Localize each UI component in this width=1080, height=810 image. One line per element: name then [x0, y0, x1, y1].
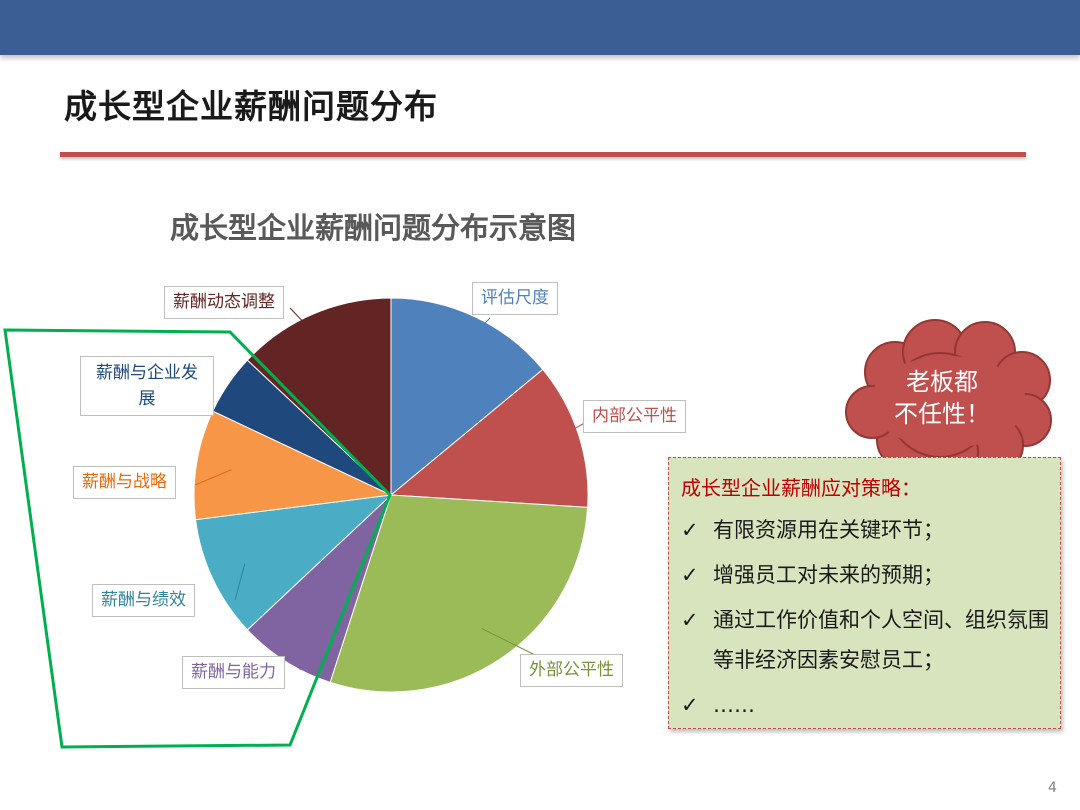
- leader-line: [234, 563, 246, 601]
- highlight-outline: [3, 328, 392, 749]
- pie-slice: [194, 494, 393, 631]
- label-dynamic-adjustment: 薪酬动态调整: [164, 286, 284, 319]
- page-number: 4: [1048, 780, 1057, 796]
- cloud-line-1: 老板都: [906, 368, 978, 396]
- strategy-item-text: 通过工作价值和个人空间、组织氛围等非经济因素安慰员工；: [713, 608, 1049, 672]
- list-item: ✓ 通过工作价值和个人空间、组织氛围等非经济因素安慰员工；: [681, 600, 1053, 680]
- leader-line: [289, 307, 328, 348]
- strategy-box: 成长型企业薪酬应对策略： ✓ 有限资源用在关键环节； ✓ 增强员工对未来的预期；…: [668, 457, 1061, 729]
- strategy-item-text: 增强员工对未来的预期；: [713, 563, 944, 587]
- label-pay-and-development: 薪酬与企业发展: [80, 356, 214, 416]
- check-icon: ✓: [681, 563, 699, 587]
- label-pay-and-performance: 薪酬与绩效: [92, 584, 195, 617]
- leader-line: [481, 628, 536, 656]
- strategy-item-text: 有限资源用在关键环节；: [713, 518, 944, 542]
- cloud-line-2: 不任性！: [894, 400, 990, 428]
- label-external-equity: 外部公平性: [520, 654, 623, 687]
- leader-line: [459, 317, 491, 350]
- slide-title: 成长型企业薪酬问题分布: [64, 87, 438, 126]
- cloud-text: 老板都 不任性！: [872, 366, 1012, 430]
- label-pay-and-strategy: 薪酬与战略: [73, 466, 176, 499]
- title-divider: [60, 152, 1026, 157]
- pie-slice: [246, 494, 392, 683]
- strategy-title: 成长型企业薪酬应对策略：: [681, 476, 921, 500]
- strategy-item-text: ……: [713, 693, 755, 717]
- leader-line: [221, 403, 258, 409]
- label-evaluation-scale: 评估尺度: [472, 282, 558, 315]
- chart-title: 成长型企业薪酬问题分布示意图: [170, 211, 577, 245]
- check-icon: ✓: [681, 608, 699, 632]
- callout-leaders: [194, 307, 591, 671]
- check-icon: ✓: [681, 518, 699, 542]
- leader-line: [194, 469, 232, 486]
- leader-line: [299, 631, 305, 671]
- leader-line: [544, 419, 591, 446]
- pie-slice: [389, 368, 589, 508]
- pie-slice: [390, 297, 544, 497]
- label-internal-equity: 内部公平性: [583, 400, 686, 433]
- list-item: ✓ 增强员工对未来的预期；: [681, 555, 1053, 595]
- list-item: ✓ 有限资源用在关键环节；: [681, 510, 1053, 550]
- header-bar: [0, 0, 1080, 55]
- cloud-body: [870, 356, 1026, 448]
- label-pay-and-ability: 薪酬与能力: [182, 656, 285, 689]
- list-item: ✓ ……: [681, 685, 1053, 725]
- pie-slice: [329, 494, 589, 693]
- strategy-list: ✓ 有限资源用在关键环节； ✓ 增强员工对未来的预期； ✓ 通过工作价值和个人空…: [681, 510, 1053, 730]
- check-icon: ✓: [681, 693, 699, 717]
- pie-slice: [246, 297, 392, 497]
